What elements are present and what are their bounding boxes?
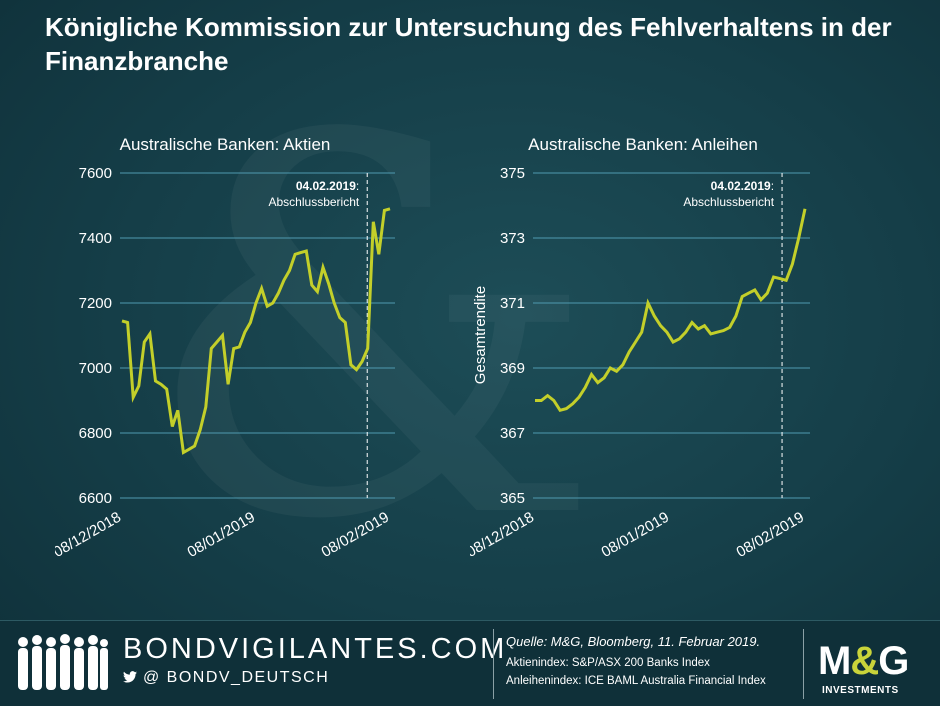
source-note: Quelle: M&G, Bloomberg, 11. Februar 2019…	[506, 634, 761, 649]
y-tick-label: 373	[500, 230, 525, 247]
y-tick-label: 367	[500, 425, 525, 442]
y-tick-label: 7000	[79, 360, 112, 377]
footer: BONDVIGILANTES.COM @ BONDV_DEUTSCH Quell…	[0, 620, 940, 706]
bond-series-line	[535, 208, 807, 413]
x-tick-label: 08/02/2019	[318, 509, 392, 561]
twitter-bird-icon	[123, 671, 137, 683]
y-tick-label: 375	[500, 165, 525, 182]
logo-m: M	[818, 639, 851, 683]
page-title: Königliche Kommission zur Untersuchung d…	[45, 12, 892, 76]
brand-name[interactable]: BONDVIGILANTES.COM	[123, 633, 508, 665]
annotation-date-value: 04.02.2019	[711, 179, 771, 193]
annotation-date: 04.02.2019:	[296, 179, 359, 193]
y-tick-label: 371	[500, 295, 525, 312]
y-tick-label: 7400	[79, 230, 112, 247]
logo-ampersand: &	[850, 639, 879, 683]
bond-index-note: Anleihenindex: ICE BAML Australia Financ…	[506, 675, 766, 687]
footer-divider	[803, 629, 804, 699]
equity-chart: Australische Banken: Aktien 6600 6800 7000…	[55, 135, 395, 561]
y-tick-label: 7200	[79, 295, 112, 312]
annotation-date-value: 04.02.2019	[296, 179, 356, 193]
equity-index-note: Aktienindex: S&P/ASX 200 Banks Index	[506, 657, 710, 669]
background-watermark: &	[140, 70, 603, 590]
x-tick-label: 08/02/2019	[733, 509, 807, 561]
y-tick-label: 365	[500, 490, 525, 507]
twitter-handle-text: @ BONDV_DEUTSCH	[142, 669, 330, 686]
twitter-handle[interactable]: @ BONDV_DEUTSCH	[123, 669, 329, 687]
equity-series-line	[121, 207, 391, 455]
x-tick-label: 08/12/2018	[55, 509, 124, 561]
y-axis-label: Gesamtrendite	[472, 286, 489, 384]
chart-title: Australische Banken: Anleihen	[528, 135, 758, 154]
y-tick-label: 6800	[79, 425, 112, 442]
y-tick-label: 7600	[79, 165, 112, 182]
bond-chart: Australische Banken: Anleihen Gesamtrend…	[470, 135, 810, 561]
logo-g: G	[878, 639, 909, 683]
y-tick-label: 369	[500, 360, 525, 377]
x-tick-label: 08/01/2019	[184, 509, 258, 561]
x-tick-label: 08/12/2018	[470, 509, 537, 561]
y-tick-label: 6600	[79, 490, 112, 507]
logo-subtitle: INVESTMENTS	[822, 685, 899, 696]
footer-divider	[493, 629, 494, 699]
annotation-date: 04.02.2019:	[711, 179, 774, 193]
chart-title: Australische Banken: Aktien	[120, 135, 331, 154]
people-silhouette-icon	[18, 634, 108, 690]
annotation-text: Abschlussbericht	[269, 195, 360, 209]
annotation-date-suffix: :	[356, 179, 359, 193]
mg-logo: M&G	[818, 639, 909, 684]
annotation-text: Abschlussbericht	[683, 195, 774, 209]
annotation-date-suffix: :	[771, 179, 774, 193]
x-tick-label: 08/01/2019	[598, 509, 672, 561]
